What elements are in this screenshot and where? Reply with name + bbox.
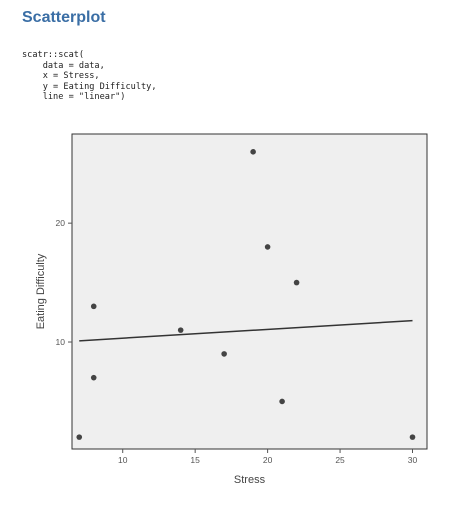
x-axis-label: Stress xyxy=(234,474,266,486)
code-line: line = "linear") xyxy=(22,92,126,103)
data-points xyxy=(76,149,416,440)
data-point xyxy=(293,279,300,286)
plot-panel xyxy=(71,133,428,450)
y-axis: 10 20 xyxy=(56,218,72,347)
x-tick-label: 25 xyxy=(335,455,345,465)
x-tick-label: 15 xyxy=(190,455,200,465)
code-line: x = Stress, xyxy=(22,71,100,82)
x-tick-label: 30 xyxy=(408,455,418,465)
data-point xyxy=(221,351,227,357)
page-title: Scatterplot xyxy=(22,9,106,26)
y-axis-label: Eating Difficulty xyxy=(35,253,47,329)
data-point xyxy=(76,434,83,440)
y-tick-label: 10 xyxy=(56,337,66,347)
data-point xyxy=(250,149,256,155)
code-block: scatr::scat( data = data, x = Stress, y … xyxy=(22,50,157,103)
data-point xyxy=(264,244,271,250)
linear-fit-line xyxy=(79,319,413,342)
code-line: data = data, xyxy=(22,60,105,71)
data-point xyxy=(177,327,184,333)
data-point xyxy=(90,303,97,310)
x-tick-label: 20 xyxy=(263,455,273,465)
code-line: y = Eating Difficulty, xyxy=(22,81,157,92)
data-point xyxy=(409,434,416,440)
data-point xyxy=(90,374,97,381)
data-point xyxy=(279,398,285,405)
code-line: scatr::scat( xyxy=(22,50,85,60)
x-tick-label: 10 xyxy=(118,455,128,465)
x-axis: 10 15 20 25 30 xyxy=(118,449,418,465)
y-tick-label: 20 xyxy=(56,218,66,228)
